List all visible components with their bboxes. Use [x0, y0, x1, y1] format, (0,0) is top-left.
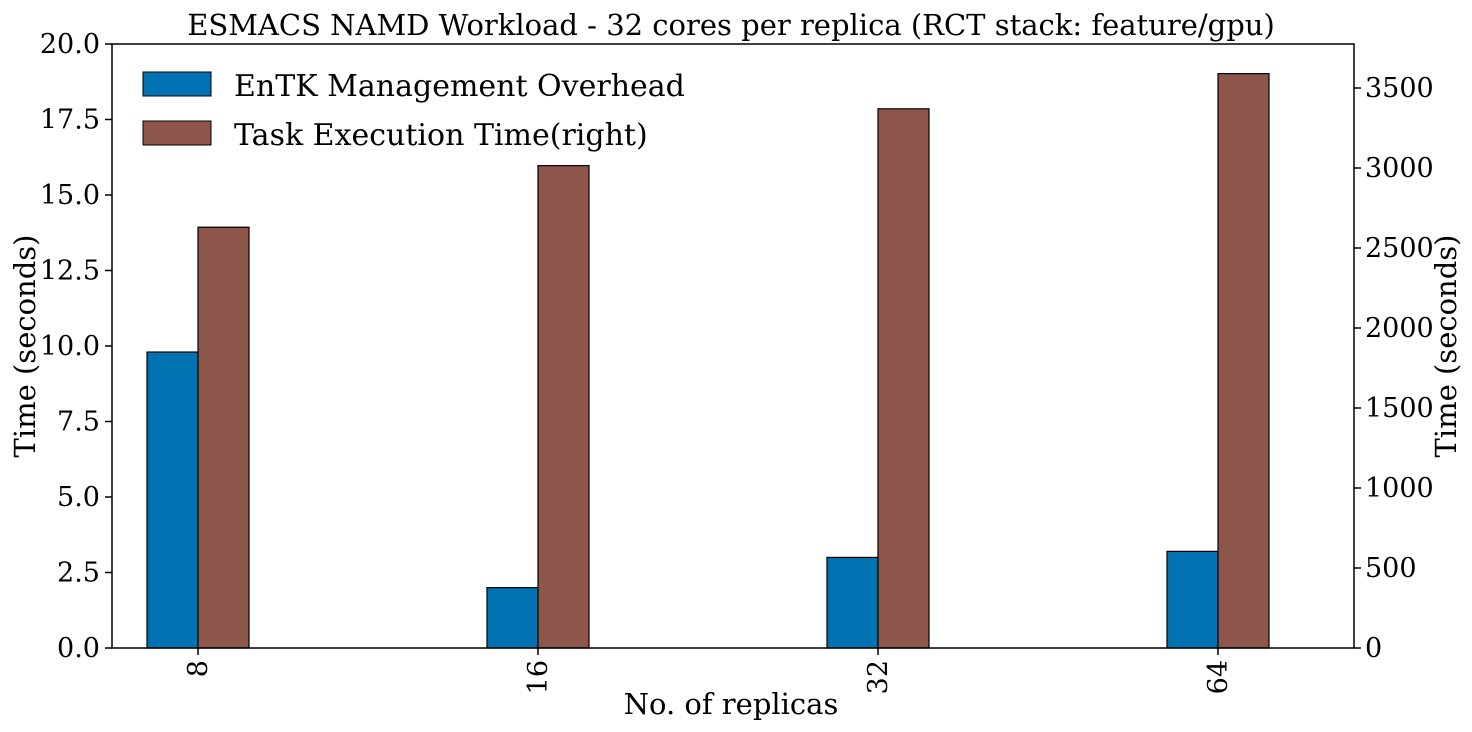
left-tick-label: 17.5	[40, 105, 100, 136]
legend-label-overhead: EnTK Management Overhead	[234, 69, 685, 104]
left-tick-label: 5.0	[57, 482, 100, 513]
y-axis-label-left: Time (seconds)	[8, 235, 42, 458]
bar-overhead-64	[1166, 550, 1219, 649]
bar-execution-32	[877, 108, 930, 649]
right-tick-label: 1500	[1365, 393, 1434, 424]
legend: EnTK Management Overhead Task Execution …	[142, 69, 685, 153]
y-axis-label-right: Time (seconds)	[1429, 235, 1463, 458]
x-tick-label: 16	[523, 660, 554, 694]
right-tick-label: 3000	[1365, 153, 1434, 184]
legend-label-execution: Task Execution Time(right)	[234, 118, 648, 153]
right-tick-label: 2500	[1365, 233, 1434, 264]
x-axis: 8 16 32 64	[183, 648, 1234, 694]
bars-group	[146, 72, 1270, 649]
right-y-axis: 0 500 1000 1500 2000 2500 3000 3500	[1354, 73, 1434, 664]
left-tick-label: 15.0	[40, 180, 100, 211]
x-axis-label: No. of replicas	[624, 687, 839, 721]
legend-swatch-execution	[142, 120, 212, 146]
bar-overhead-8	[146, 351, 199, 649]
right-tick-label: 2000	[1365, 313, 1434, 344]
x-tick-label: 32	[863, 660, 894, 694]
left-y-axis: 0.0 2.5 5.0 7.5 10.0 12.5 15.0 17.5 20.0	[40, 29, 112, 664]
bar-execution-64	[1217, 72, 1270, 649]
x-tick-label: 64	[1203, 660, 1234, 694]
right-tick-label: 3500	[1365, 73, 1434, 104]
x-tick-label: 8	[183, 660, 214, 677]
bar-overhead-16	[486, 586, 539, 649]
left-tick-label: 10.0	[40, 331, 100, 362]
bar-execution-8	[197, 226, 250, 649]
left-tick-label: 7.5	[57, 407, 100, 438]
chart-title: ESMACS NAMD Workload - 32 cores per repl…	[187, 8, 1275, 42]
right-tick-label: 0	[1365, 633, 1382, 664]
left-tick-label: 20.0	[40, 29, 100, 60]
right-tick-label: 500	[1365, 553, 1417, 584]
right-tick-label: 1000	[1365, 473, 1434, 504]
bar-overhead-32	[826, 556, 879, 649]
left-tick-label: 12.5	[40, 256, 100, 287]
left-tick-label: 2.5	[57, 558, 100, 589]
legend-swatch-overhead	[142, 71, 212, 97]
bar-execution-16	[537, 165, 590, 649]
left-tick-label: 0.0	[57, 633, 100, 664]
